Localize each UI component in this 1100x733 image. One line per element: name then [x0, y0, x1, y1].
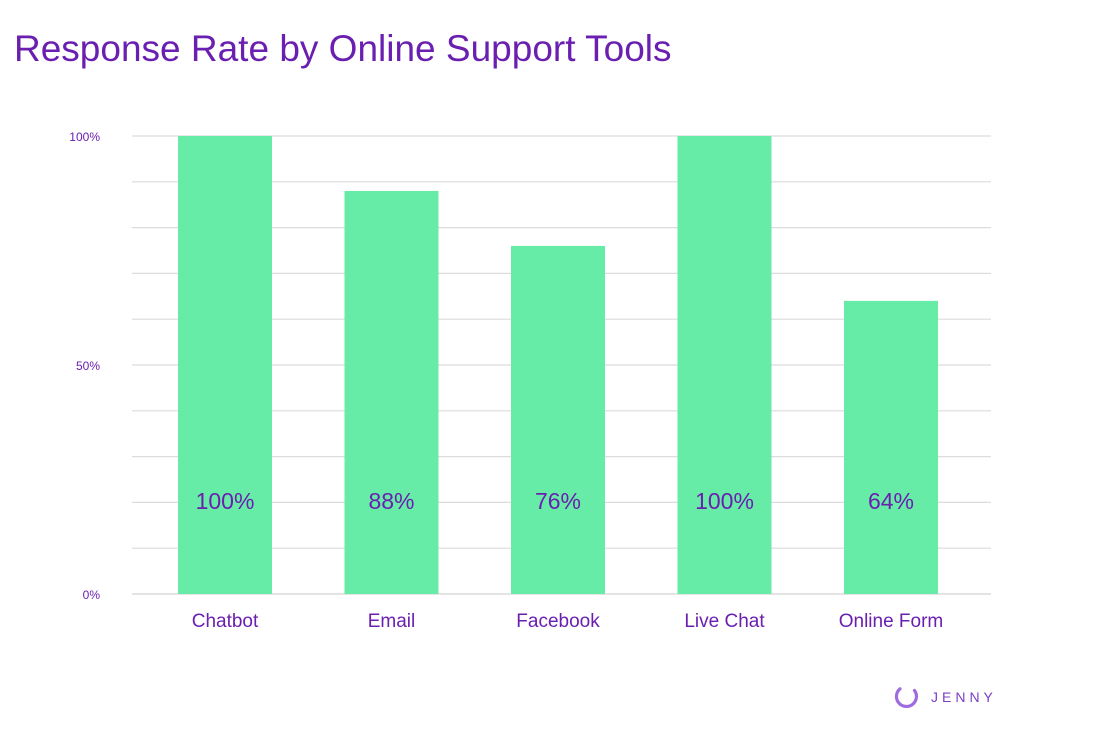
bar	[178, 136, 272, 594]
data-label: 76%	[535, 488, 581, 514]
brand-logo: JENNY	[894, 684, 997, 710]
x-tick-label: Chatbot	[192, 611, 259, 632]
x-tick-label: Facebook	[516, 611, 600, 632]
y-tick-label: 0%	[83, 588, 101, 602]
bar	[677, 136, 772, 594]
y-tick-label: 100%	[69, 130, 100, 144]
x-tick-label: Online Form	[839, 611, 944, 632]
chart-title: Response Rate by Online Support Tools	[14, 28, 672, 69]
brand-name: JENNY	[931, 689, 997, 705]
data-label: 100%	[196, 488, 255, 514]
x-tick-label: Email	[368, 611, 416, 632]
y-tick-label: 50%	[76, 359, 100, 373]
bar	[344, 190, 439, 594]
data-label: 100%	[695, 488, 754, 514]
data-label: 88%	[368, 488, 414, 514]
bar	[511, 245, 605, 595]
data-label: 64%	[868, 488, 914, 514]
x-tick-label: Live Chat	[684, 611, 765, 632]
bar	[844, 300, 938, 594]
jenny-logo-icon	[894, 687, 918, 708]
